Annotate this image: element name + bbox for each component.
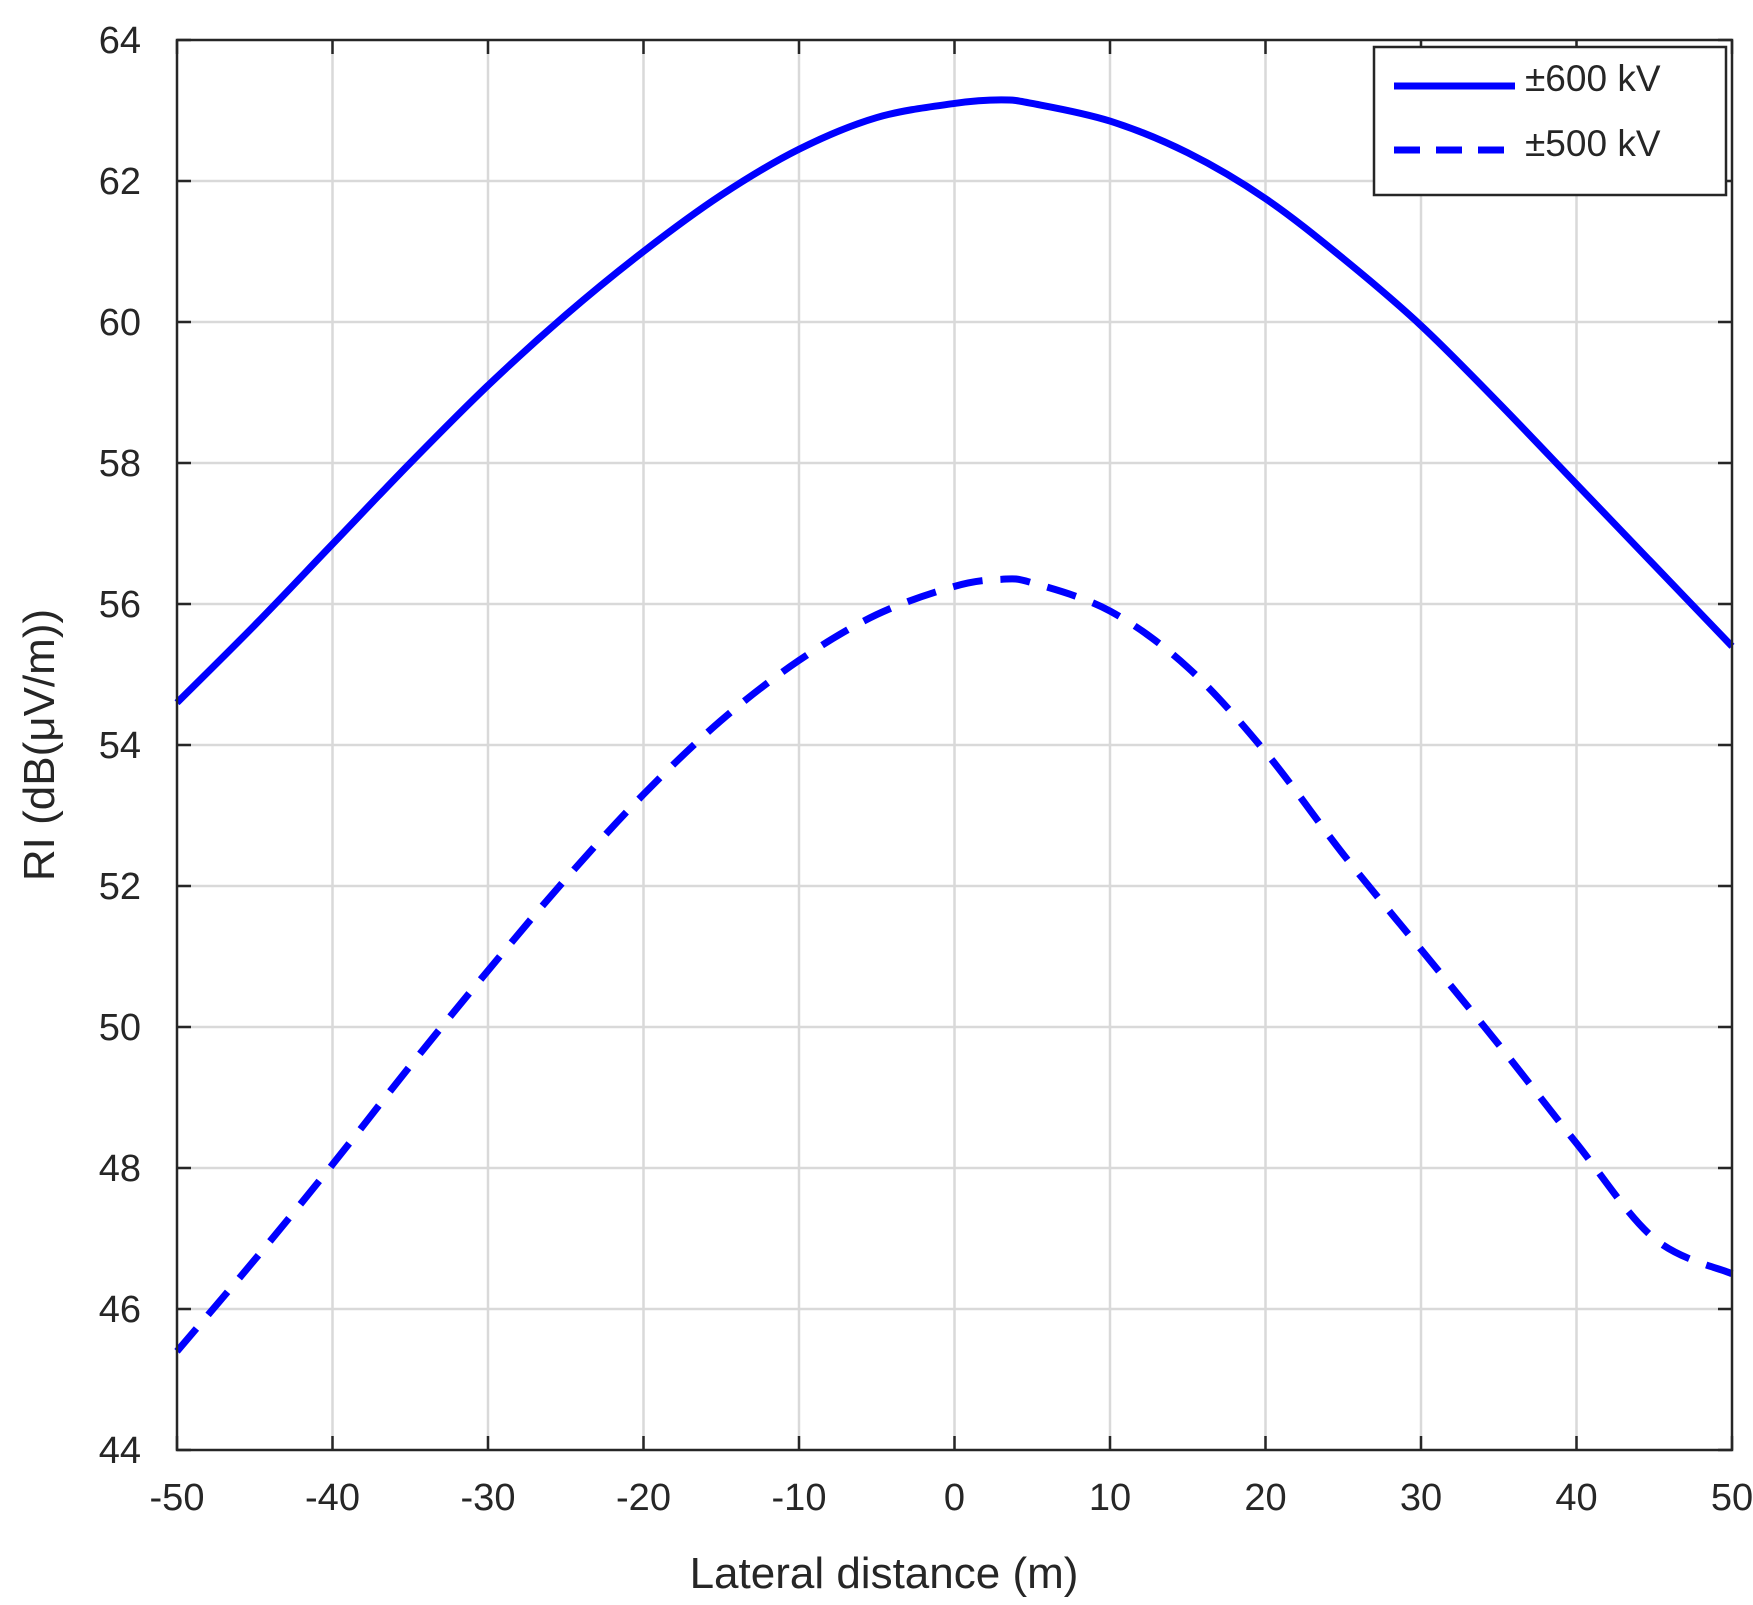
legend: ±600 kV ±500 kV — [1372, 45, 1728, 197]
series-line-500kv — [174, 575, 1734, 1354]
y-axis-title: RI (dB(μV/m)) — [15, 609, 64, 881]
series-line-600kv — [174, 96, 1735, 706]
x-tick-label: 0 — [944, 1477, 965, 1519]
y-tick-label: 62 — [99, 161, 141, 203]
x-tick-label: -40 — [305, 1477, 360, 1519]
y-tick-label: 46 — [99, 1289, 141, 1331]
y-tick-label: 56 — [99, 584, 141, 626]
y-tick-label: 52 — [99, 866, 141, 908]
y-tick-label: 44 — [99, 1430, 141, 1472]
x-tick-label: 30 — [1400, 1477, 1442, 1519]
y-tick-label: 54 — [99, 725, 141, 767]
tick-labels: -50 -40 -30 -20 -10 0 10 20 30 40 50 44 46 48 50 52 54 56… — [99, 20, 1753, 1519]
y-tick-label: 58 — [99, 443, 141, 485]
grid — [177, 40, 1732, 1450]
x-tick-label: -50 — [150, 1477, 205, 1519]
series-layer — [174, 96, 1735, 1354]
legend-label: ±500 kV — [1525, 123, 1661, 164]
x-tick-label: 20 — [1244, 1477, 1286, 1519]
legend-label: ±600 kV — [1525, 58, 1661, 99]
x-tick-label: 40 — [1555, 1477, 1597, 1519]
y-tick-label: 60 — [99, 302, 141, 344]
x-tick-label: -30 — [461, 1477, 516, 1519]
y-tick-label: 50 — [99, 1007, 141, 1049]
x-tick-label: 10 — [1089, 1477, 1131, 1519]
x-tick-label: 50 — [1711, 1477, 1753, 1519]
x-tick-label: -10 — [772, 1477, 827, 1519]
y-tick-label: 64 — [99, 20, 141, 62]
y-tick-label: 48 — [99, 1148, 141, 1190]
x-axis-title: Lateral distance (m) — [690, 1549, 1079, 1598]
x-tick-label: -20 — [616, 1477, 671, 1519]
legend-box — [1372, 45, 1728, 197]
